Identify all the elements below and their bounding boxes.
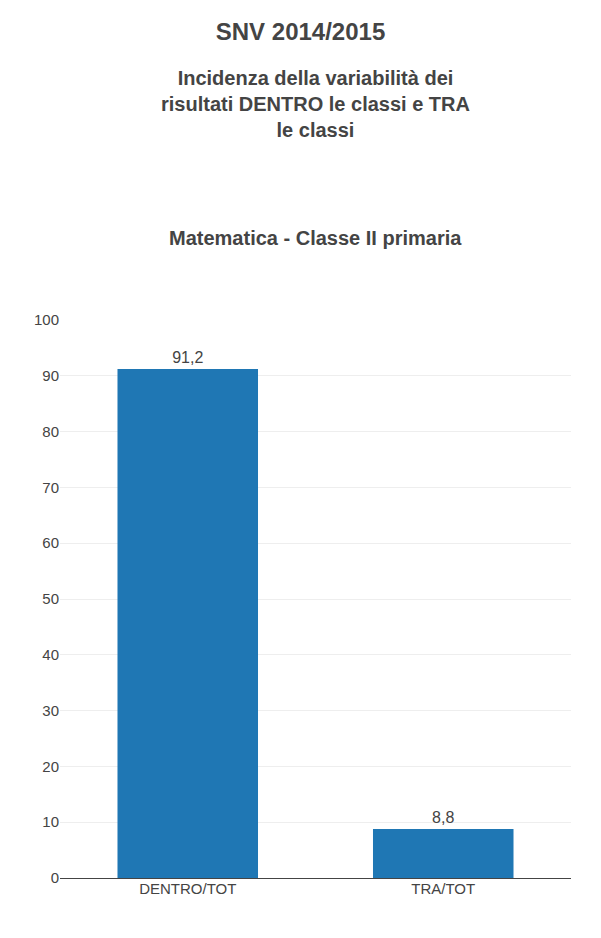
svg-text:90: 90 — [42, 367, 59, 384]
svg-text:70: 70 — [42, 479, 59, 496]
svg-text:8,8: 8,8 — [432, 809, 454, 826]
svg-text:TRA/TOT: TRA/TOT — [411, 880, 475, 897]
svg-text:DENTRO/TOT: DENTRO/TOT — [139, 880, 236, 897]
svg-text:60: 60 — [42, 534, 59, 551]
svg-text:Matematica - Classe II primari: Matematica - Classe II primaria — [169, 227, 462, 249]
svg-text:Incidenza della variabilità de: Incidenza della variabilità deirisultati… — [161, 67, 470, 141]
svg-text:91,2: 91,2 — [172, 349, 203, 366]
svg-text:80: 80 — [42, 423, 59, 440]
svg-text:SNV 2014/2015: SNV 2014/2015 — [216, 18, 385, 45]
svg-text:40: 40 — [42, 646, 59, 663]
svg-text:100: 100 — [34, 311, 59, 328]
svg-text:0: 0 — [51, 869, 59, 886]
svg-text:10: 10 — [42, 813, 59, 830]
svg-text:30: 30 — [42, 702, 59, 719]
svg-text:20: 20 — [42, 758, 59, 775]
svg-text:50: 50 — [42, 590, 59, 607]
